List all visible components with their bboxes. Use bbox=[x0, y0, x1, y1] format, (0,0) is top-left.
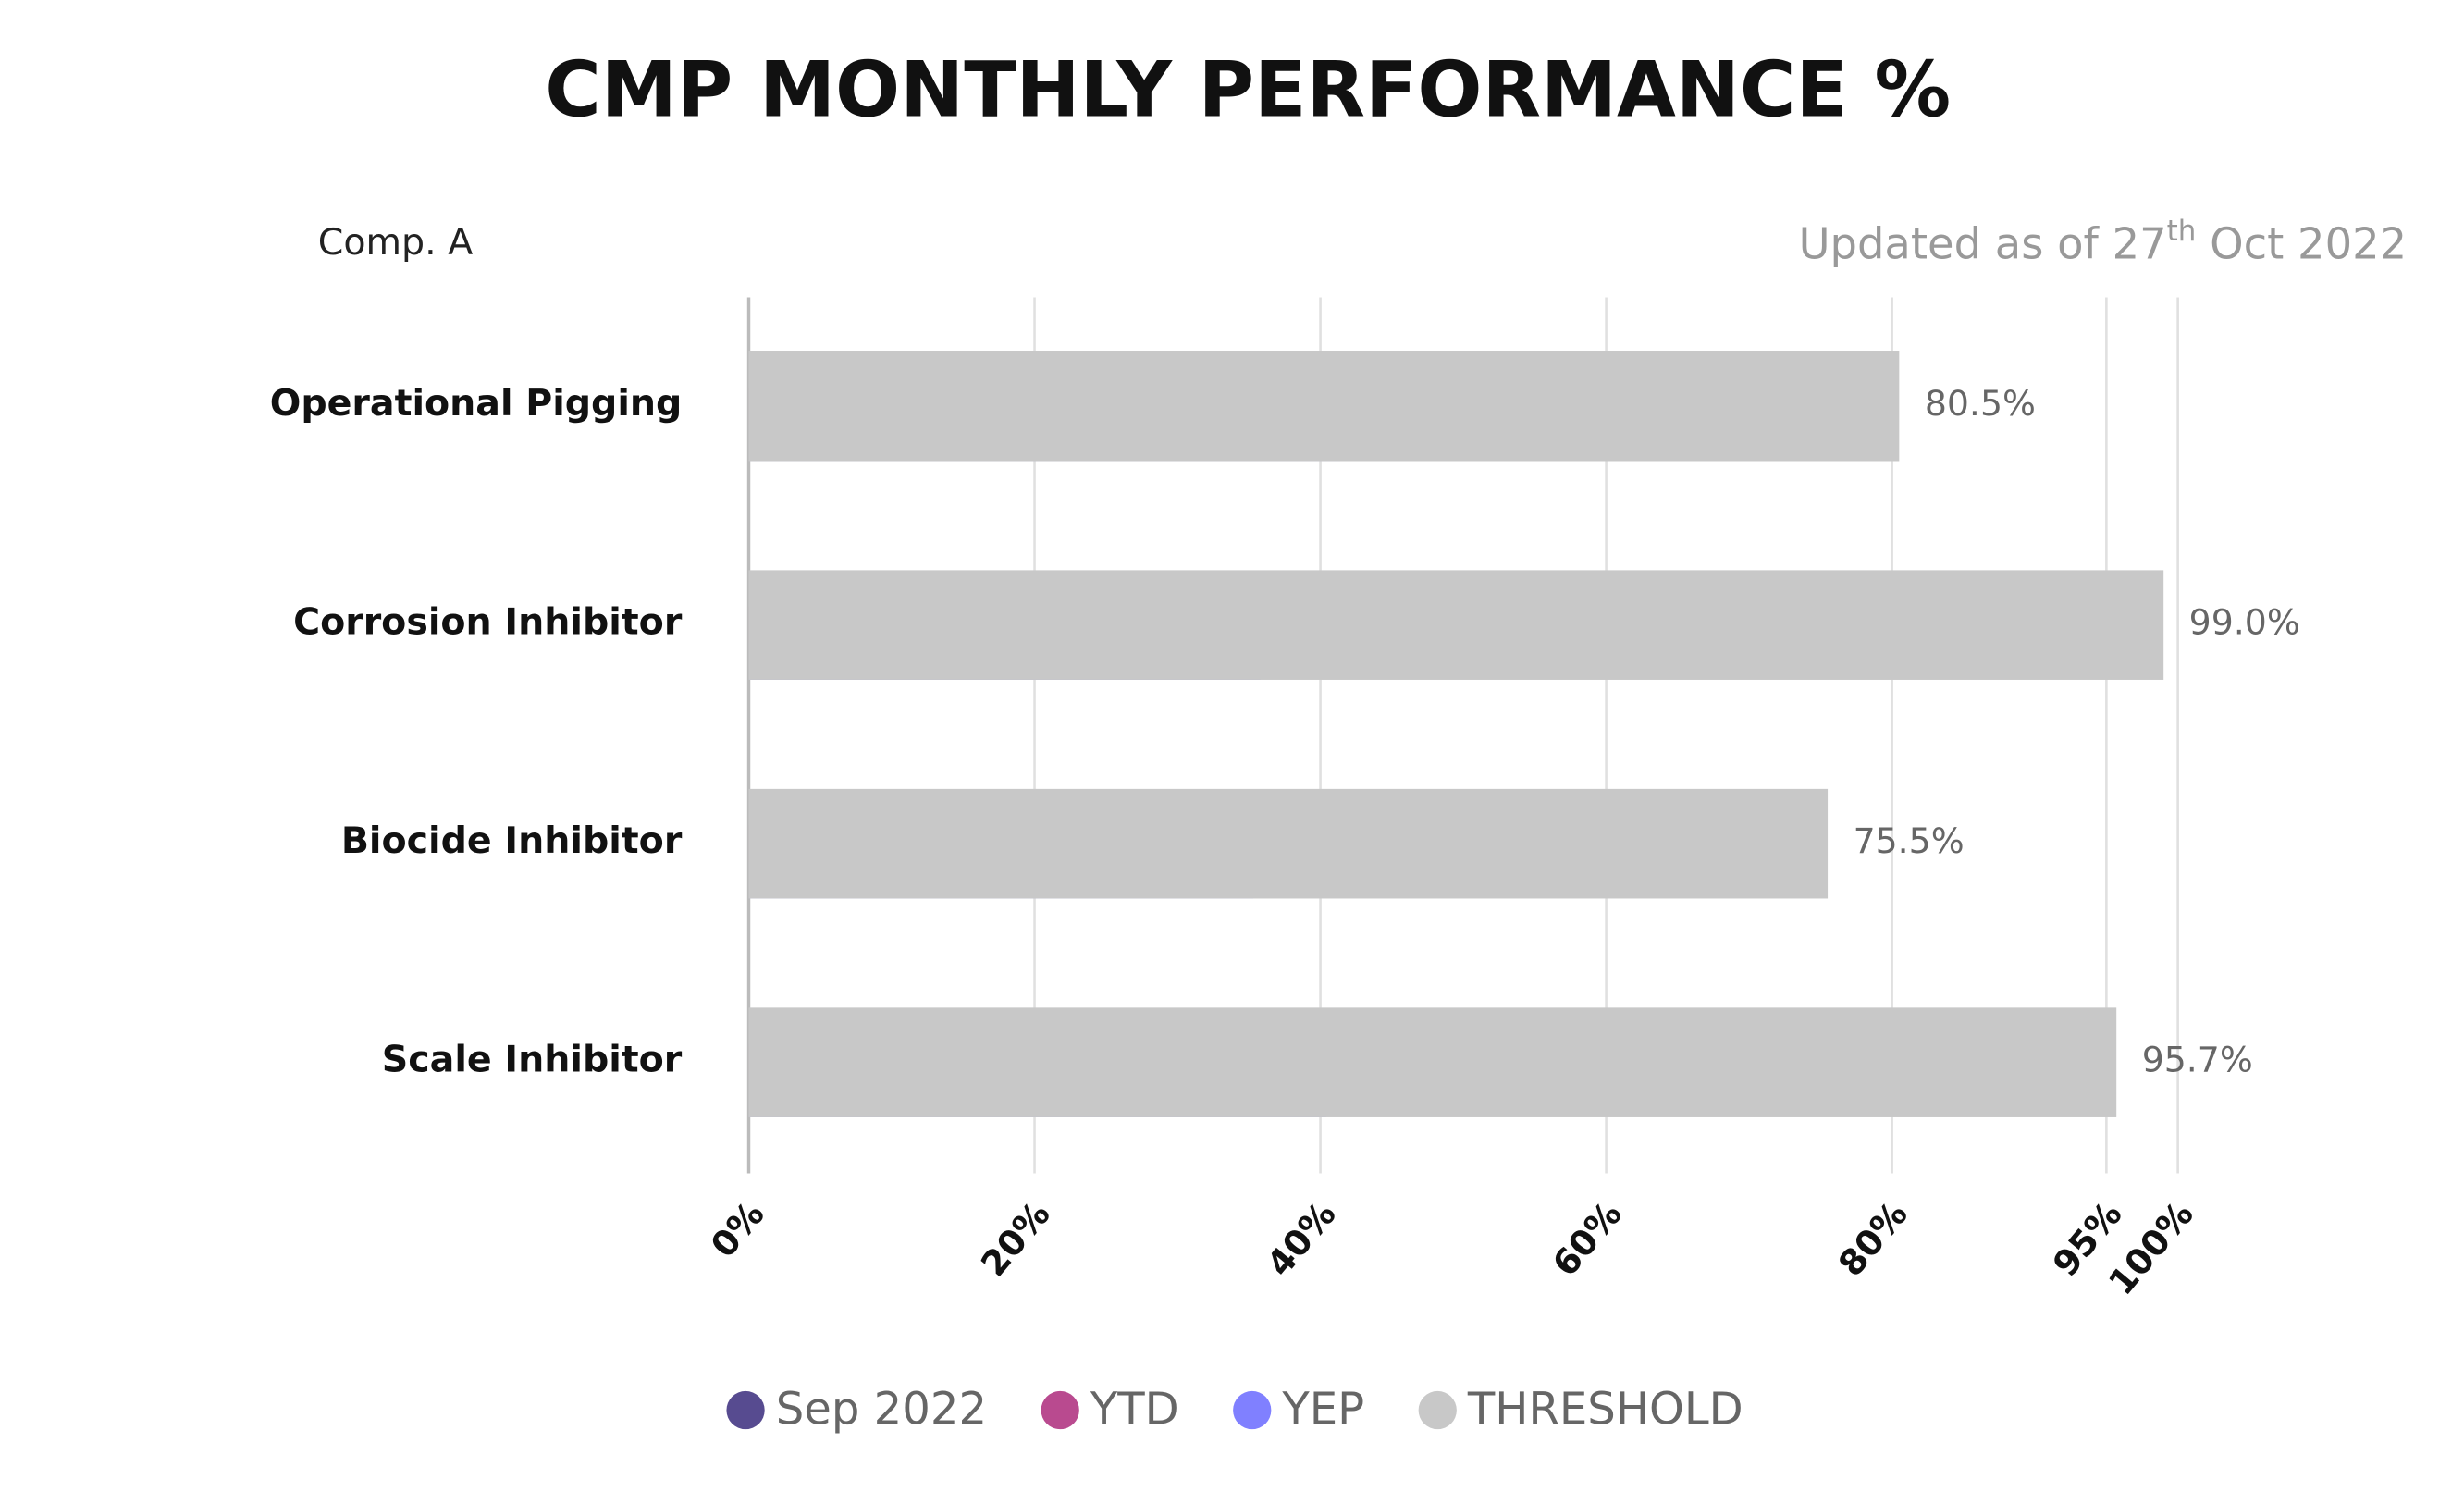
value-label: 95.7% bbox=[2142, 1039, 2253, 1079]
category-label: Scale Inhibitor bbox=[382, 1038, 683, 1080]
x-tick-label: 40% bbox=[1259, 1194, 1344, 1285]
update-note-text: Updated as of 27 bbox=[1799, 218, 2167, 268]
value-label: 80.5% bbox=[1925, 383, 2036, 424]
x-tick-label: 20% bbox=[973, 1194, 1058, 1285]
category-label: Operational Pigging bbox=[270, 382, 683, 425]
update-note: Updated as of 27th Oct 2022 bbox=[1799, 214, 2408, 267]
update-note-rest: Oct 2022 bbox=[2196, 218, 2407, 268]
legend-label: THRESHOLD bbox=[1467, 1383, 1743, 1435]
legend-label: YTD bbox=[1090, 1383, 1179, 1435]
update-note-sup: th bbox=[2167, 214, 2197, 247]
legend-label: YEP bbox=[1281, 1383, 1364, 1435]
x-tick-label: 80% bbox=[1830, 1194, 1916, 1285]
bar bbox=[748, 570, 2164, 680]
legend-label: Sep 2022 bbox=[776, 1383, 987, 1435]
legend-marker bbox=[1041, 1390, 1079, 1430]
legend-marker bbox=[1418, 1390, 1457, 1430]
bar bbox=[748, 351, 1900, 462]
x-tick-label: 60% bbox=[1545, 1194, 1630, 1285]
legend-marker bbox=[1233, 1390, 1272, 1430]
value-label: 75.5% bbox=[1854, 820, 1965, 861]
value-label: 99.0% bbox=[2189, 601, 2300, 642]
bar bbox=[748, 1007, 2117, 1117]
x-tick-label: 0% bbox=[703, 1194, 772, 1265]
legend-marker bbox=[726, 1390, 765, 1430]
bar bbox=[748, 788, 1829, 899]
chart-title: CMP MONTHLY PERFORMANCE % bbox=[545, 46, 1951, 135]
category-label: Corrosion Inhibitor bbox=[293, 600, 683, 643]
chart-subtitle: Comp. A bbox=[318, 221, 473, 264]
category-label: Biocide Inhibitor bbox=[341, 820, 683, 862]
